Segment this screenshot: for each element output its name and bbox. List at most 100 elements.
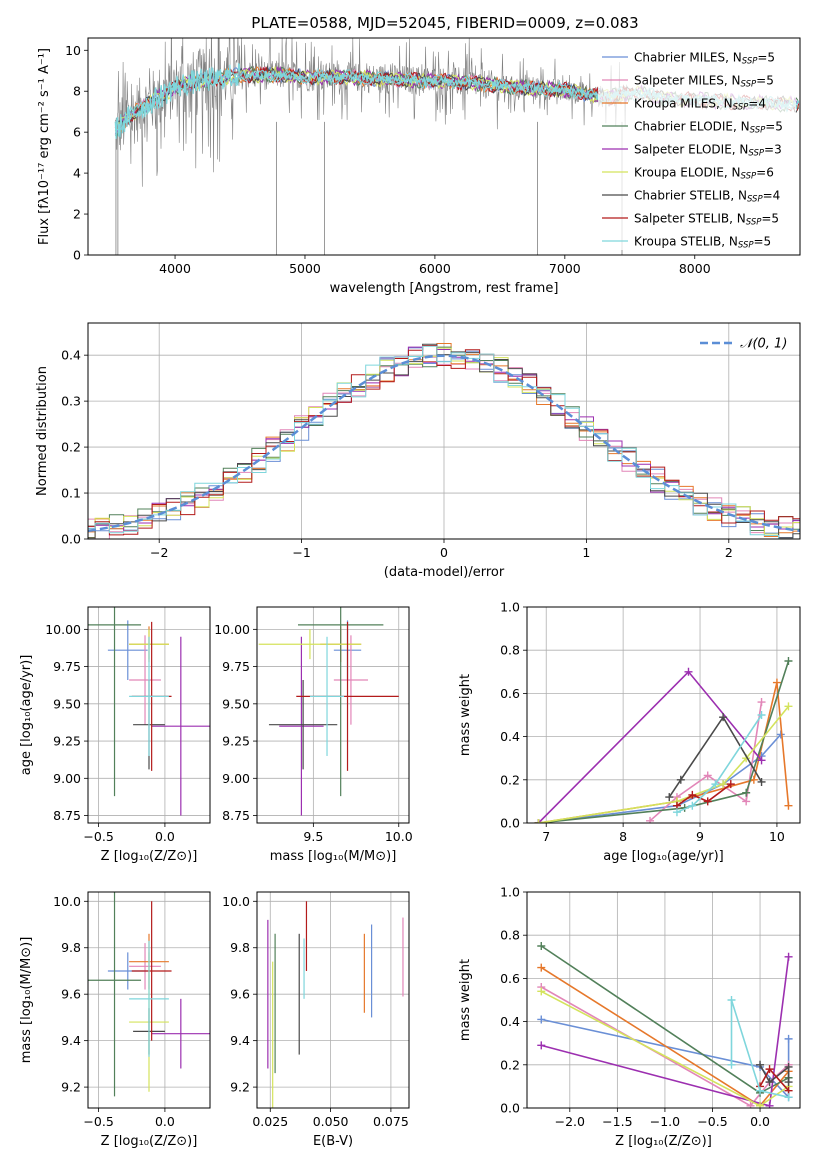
weight-marker [672, 808, 681, 817]
x-tick-label: 0.025 [252, 1114, 288, 1129]
x-axis-label: mass [log₁₀(M/M⊙)] [270, 849, 397, 864]
y-tick-label: 9.6 [61, 987, 81, 1002]
y-axis-label: Flux [fλ10⁻¹⁷ erg cm⁻² s⁻¹ A⁻¹] [37, 48, 52, 245]
y-axis-label: mass weight [458, 674, 473, 756]
y-axis-label: mass [log₁₀(M/M⊙)] [19, 937, 34, 1064]
errorbar-area [88, 607, 210, 816]
weight-marker [665, 793, 674, 802]
y-tick-label: 0.2 [500, 772, 520, 787]
normal-curve [88, 354, 800, 533]
x-tick-label: 10 [769, 829, 785, 844]
x-tick-label: 7000 [549, 261, 581, 276]
weight-marker [646, 816, 655, 823]
weight-marker [537, 963, 546, 972]
x-tick-label: 5000 [289, 261, 321, 276]
y-tick-label: 0.6 [500, 686, 520, 701]
weight-marker [756, 1060, 765, 1069]
axes-frame [256, 891, 410, 1109]
weight-marker [684, 667, 693, 676]
x-tick-label: 4000 [159, 261, 191, 276]
y-tick-label: 9.50 [222, 696, 250, 711]
y-tick-label: 9.00 [222, 771, 250, 786]
weight-marker [757, 777, 766, 786]
weight-marker [719, 780, 728, 789]
weight-marker [534, 819, 543, 823]
y-tick-label: 9.25 [53, 734, 81, 749]
residuals-legend: 𝒩(0, 1) [700, 337, 787, 352]
weight-marker [784, 657, 793, 665]
y-tick-label: 9.25 [222, 734, 250, 749]
weight-marker [765, 1101, 774, 1108]
x-tick-label: 0.0 [155, 829, 175, 844]
weight-marker [719, 713, 728, 722]
weight-marker [742, 788, 751, 797]
y-axis-label: Normed distribution [35, 366, 50, 496]
weight-line [759, 1064, 790, 1084]
axes-frame [87, 606, 211, 824]
legend-entry: 𝒩(0, 1) [740, 337, 787, 352]
x-tick-label: 0.075 [373, 1114, 409, 1129]
x-tick-label: 0.0 [155, 1114, 175, 1129]
legend-entry: Salpeter STELIB, NSSP=5 [634, 212, 779, 228]
weight-marker [676, 775, 685, 784]
histogram-step [88, 345, 800, 539]
x-tick-label: 0.0 [750, 1114, 770, 1129]
weight-marker [726, 780, 735, 789]
y-tick-label: 1.0 [500, 885, 520, 900]
weight-marker [703, 771, 712, 780]
weight-marker [756, 1101, 765, 1108]
legend-entry: Chabrier MILES, NSSP=5 [634, 51, 775, 67]
y-axis-label: age [log₁₀(age/yr)] [19, 655, 34, 776]
x-tick-label: 1 [582, 545, 590, 560]
y-tick-label: 10.0 [222, 894, 250, 909]
x-tick-label: 2 [725, 545, 733, 560]
weight-marker [688, 801, 697, 810]
y-tick-label: 0.0 [500, 1101, 520, 1116]
weight-marker [757, 711, 766, 719]
y-axis-label: mass weight [458, 959, 473, 1041]
y-tick-label: 0.4 [61, 348, 81, 363]
y-tick-label: 9.75 [53, 659, 81, 674]
y-tick-label: 9.8 [61, 940, 81, 955]
legend-entry: Chabrier ELODIE, NSSP=5 [634, 120, 783, 136]
residuals-plot-area [88, 343, 800, 539]
x-tick-label: −0.5 [83, 829, 113, 844]
y-tick-label: 9.50 [53, 696, 81, 711]
x-tick-label: −2 [150, 545, 168, 560]
y-tick-label: 0.1 [61, 486, 81, 501]
weight-marker [757, 698, 766, 707]
age-vs-mass-panel: 9.5 10.0 8.75 9.00 9.25 9.50 9.75 10.00 mass [lo… [214, 606, 413, 864]
y-tick-label: 9.00 [53, 771, 81, 786]
x-tick-label: 8 [619, 829, 627, 844]
y-tick-label: 9.2 [61, 1080, 81, 1095]
mass-vs-ebv-panel: 0.025 0.050 0.075 9.2 9.4 9.6 9.8 10.0 E(B-V) [222, 891, 410, 1149]
weight-marker [772, 678, 781, 687]
errorbar-area [267, 901, 404, 1108]
weight-marker [746, 1101, 755, 1108]
weight-marker [765, 1065, 774, 1074]
line-area [534, 657, 793, 823]
axes-frame [87, 37, 801, 256]
weight-marker [784, 801, 793, 810]
y-tick-label: 2 [73, 207, 81, 222]
weight-marker [688, 790, 697, 799]
axes-frame [256, 606, 410, 824]
weight-marker [703, 797, 712, 806]
x-tick-label: −1.5 [602, 1114, 632, 1129]
weight-marker [727, 996, 736, 1004]
weight-marker [756, 1086, 765, 1095]
axes-frame [526, 606, 801, 824]
y-tick-label: 9.75 [222, 659, 250, 674]
weight-marker [742, 797, 751, 806]
weight-marker [784, 1062, 793, 1071]
legend-entry: Kroupa MILES, NSSP=4 [634, 97, 766, 113]
weight-marker [711, 780, 720, 789]
y-tick-label: 0.2 [61, 440, 81, 455]
y-tick-label: 0.2 [500, 1057, 520, 1072]
weight-marker [784, 1078, 793, 1087]
weight-marker [757, 756, 766, 765]
x-tick-label: 7 [542, 829, 550, 844]
y-tick-label: 0.0 [61, 532, 81, 547]
x-tick-label: 6000 [419, 261, 451, 276]
